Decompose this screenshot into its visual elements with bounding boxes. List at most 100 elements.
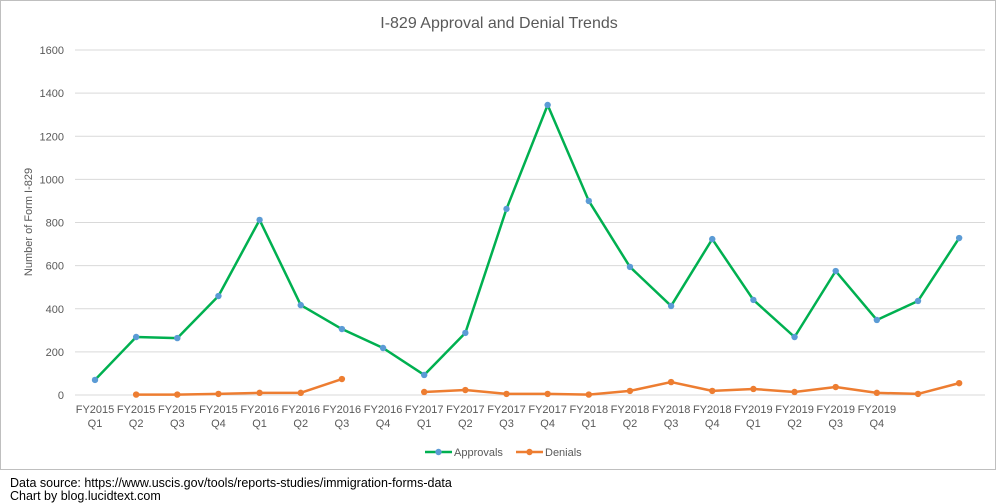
approvals-point bbox=[585, 197, 592, 205]
line-chart: I-829 Approval and Denial Trends 0 200 400 6… bbox=[23, 15, 985, 459]
x-tick-label: Q1 bbox=[88, 418, 103, 430]
denials-point bbox=[791, 388, 798, 396]
y-tick-label: 1400 bbox=[40, 88, 64, 100]
x-tick-label: Q4 bbox=[540, 418, 555, 430]
denials-point bbox=[832, 383, 839, 391]
x-tick-label: Q1 bbox=[252, 418, 267, 430]
x-tick-label: Q1 bbox=[417, 418, 432, 430]
approvals-point bbox=[256, 216, 263, 224]
approvals-point bbox=[750, 296, 757, 304]
chart-credit: Chart by blog.lucidtext.com bbox=[10, 489, 161, 503]
denials-line bbox=[424, 380, 960, 396]
approvals-point bbox=[955, 234, 963, 242]
denials-point bbox=[873, 389, 881, 397]
y-tick-label: 400 bbox=[46, 304, 64, 316]
x-tick-label: FY2017 bbox=[528, 404, 567, 416]
x-tick-label: FY2017 bbox=[405, 404, 444, 416]
denials-point bbox=[503, 390, 510, 398]
x-tick-label: FY2019 bbox=[858, 404, 897, 416]
denials-line bbox=[136, 377, 343, 396]
x-tick-label: FY2016 bbox=[323, 404, 362, 416]
x-tick-label: FY2015 bbox=[158, 404, 197, 416]
chart-container bbox=[0, 0, 996, 470]
x-tick-label: Q2 bbox=[293, 418, 308, 430]
x-tick-label: Q1 bbox=[581, 418, 596, 430]
approvals-point bbox=[544, 101, 551, 109]
x-tick-label: FY2018 bbox=[652, 404, 691, 416]
approvals-point bbox=[132, 333, 140, 341]
approvals-point bbox=[626, 263, 634, 271]
x-tick-label: FY2019 bbox=[734, 404, 773, 416]
approvals-point bbox=[421, 371, 428, 379]
y-tick-label: 200 bbox=[46, 347, 64, 359]
x-tick-label: FY2019 bbox=[816, 404, 855, 416]
x-tick-label: FY2017 bbox=[487, 404, 526, 416]
denials-point bbox=[585, 391, 592, 398]
approvals-point bbox=[379, 344, 387, 352]
x-tick-label: Q3 bbox=[664, 418, 679, 430]
approvals-point bbox=[462, 329, 469, 337]
approvals-point bbox=[174, 334, 181, 342]
x-tick-label: FY2018 bbox=[693, 404, 732, 416]
x-tick-label: Q4 bbox=[870, 418, 885, 430]
x-tick-label: FY2018 bbox=[570, 404, 609, 416]
x-tick-label: Q2 bbox=[129, 418, 144, 430]
x-tick-label: FY2017 bbox=[446, 404, 485, 416]
x-tick-label: Q3 bbox=[170, 418, 185, 430]
denials-point bbox=[955, 379, 963, 387]
data-source-note: Data source: https://www.uscis.gov/tools… bbox=[10, 476, 452, 490]
y-tick-label: 0 bbox=[58, 390, 64, 402]
approvals-point bbox=[297, 301, 304, 309]
denials-point bbox=[462, 386, 469, 394]
y-tick-label: 600 bbox=[46, 261, 64, 273]
x-tick-label: Q4 bbox=[211, 418, 226, 430]
x-tick-label: FY2015 bbox=[199, 404, 238, 416]
x-tick-label: Q1 bbox=[746, 418, 761, 430]
y-tick-label: 1000 bbox=[40, 174, 64, 186]
approvals-point bbox=[338, 325, 346, 333]
approvals-point bbox=[91, 376, 99, 384]
x-tick-label: Q2 bbox=[623, 418, 638, 430]
x-tick-label: FY2018 bbox=[611, 404, 650, 416]
x-tick-label: FY2019 bbox=[775, 404, 814, 416]
denials-point bbox=[709, 387, 716, 395]
denials-point bbox=[297, 389, 304, 397]
approvals-point bbox=[215, 292, 222, 300]
denials-legend-marker bbox=[526, 448, 533, 456]
approvals-legend-marker bbox=[435, 448, 442, 456]
denials-legend-label: Denials bbox=[545, 447, 582, 459]
approvals-point bbox=[709, 235, 716, 243]
x-tick-label: Q2 bbox=[787, 418, 802, 430]
approvals-line bbox=[94, 103, 961, 381]
y-tick-label: 1600 bbox=[40, 45, 64, 57]
denials-point bbox=[132, 391, 140, 398]
denials-point bbox=[215, 390, 222, 398]
x-tick-label: Q3 bbox=[828, 418, 843, 430]
x-tick-label: Q3 bbox=[335, 418, 350, 430]
approvals-point bbox=[503, 205, 510, 213]
approvals-point bbox=[873, 316, 881, 324]
x-tick-label: FY2016 bbox=[240, 404, 279, 416]
x-tick-label: FY2016 bbox=[281, 404, 320, 416]
chart-title: I-829 Approval and Denial Trends bbox=[380, 15, 617, 32]
y-tick-label: 1200 bbox=[40, 131, 64, 143]
approvals-point bbox=[791, 333, 798, 341]
denials-point bbox=[544, 390, 551, 398]
denials-point bbox=[667, 378, 675, 386]
x-tick-label: FY2015 bbox=[117, 404, 156, 416]
denials-point bbox=[338, 375, 346, 383]
denials-point bbox=[256, 389, 263, 397]
approvals-point bbox=[914, 297, 922, 305]
denials-point bbox=[626, 387, 634, 395]
approvals-point bbox=[667, 302, 675, 310]
denials-point bbox=[914, 390, 922, 398]
x-tick-label: Q4 bbox=[376, 418, 391, 430]
x-tick-label: Q3 bbox=[499, 418, 514, 430]
approvals-point bbox=[832, 267, 839, 275]
denials-point bbox=[750, 385, 757, 393]
x-tick-label: FY2015 bbox=[76, 404, 115, 416]
y-tick-label: 800 bbox=[46, 218, 64, 230]
denials-point bbox=[421, 388, 428, 396]
denials-point bbox=[174, 391, 181, 398]
x-tick-label: FY2016 bbox=[364, 404, 403, 416]
